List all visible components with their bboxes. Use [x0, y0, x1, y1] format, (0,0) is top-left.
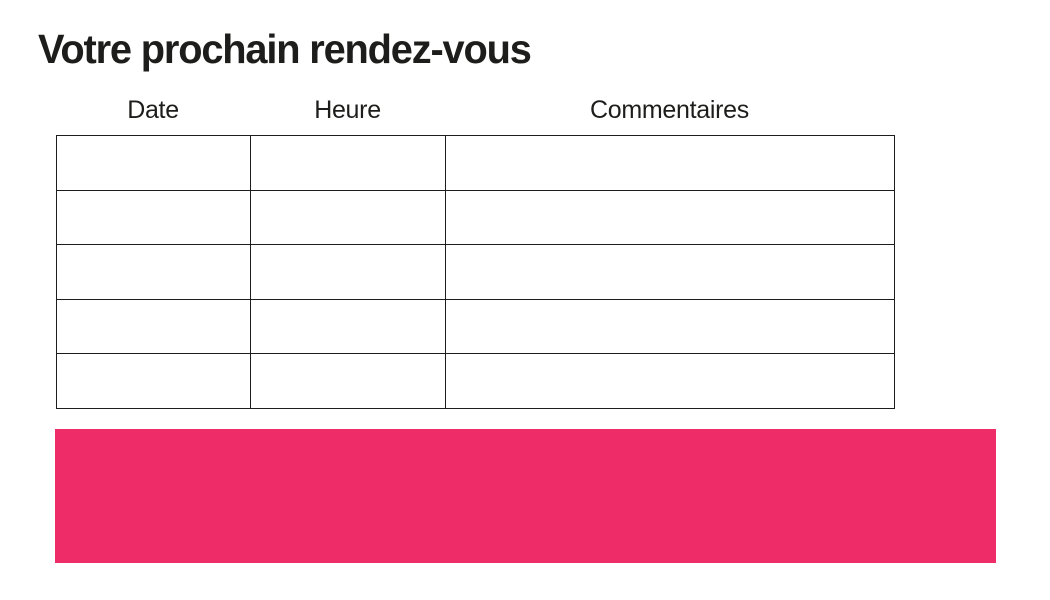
table-cell	[445, 298, 895, 355]
table-cell	[445, 353, 895, 409]
table-row	[56, 353, 895, 409]
table-cell	[250, 353, 446, 409]
table-cell	[250, 189, 446, 246]
column-header-heure: Heure	[314, 95, 381, 124]
table-cell	[250, 244, 446, 300]
table-cell	[445, 189, 895, 246]
table-cell	[56, 135, 251, 191]
appointments-table	[56, 135, 895, 409]
pink-highlight-block	[55, 429, 996, 563]
table-cell	[56, 353, 251, 409]
table-row	[56, 244, 895, 300]
column-header-commentaires: Commentaires	[590, 95, 749, 124]
table-row	[56, 189, 895, 246]
table-cell	[445, 135, 895, 191]
page-title: Votre prochain rendez-vous	[38, 26, 532, 72]
table-cell	[56, 244, 251, 300]
table-cell	[56, 298, 251, 355]
appointments-table-body	[56, 135, 895, 409]
table-cell	[56, 189, 251, 246]
table-row	[56, 298, 895, 355]
table-row	[56, 135, 895, 191]
table-cell	[250, 135, 446, 191]
table-cell	[445, 244, 895, 300]
table-column-headers: Date Heure Commentaires	[56, 92, 894, 128]
table-cell	[250, 298, 446, 355]
column-header-date: Date	[127, 95, 179, 124]
